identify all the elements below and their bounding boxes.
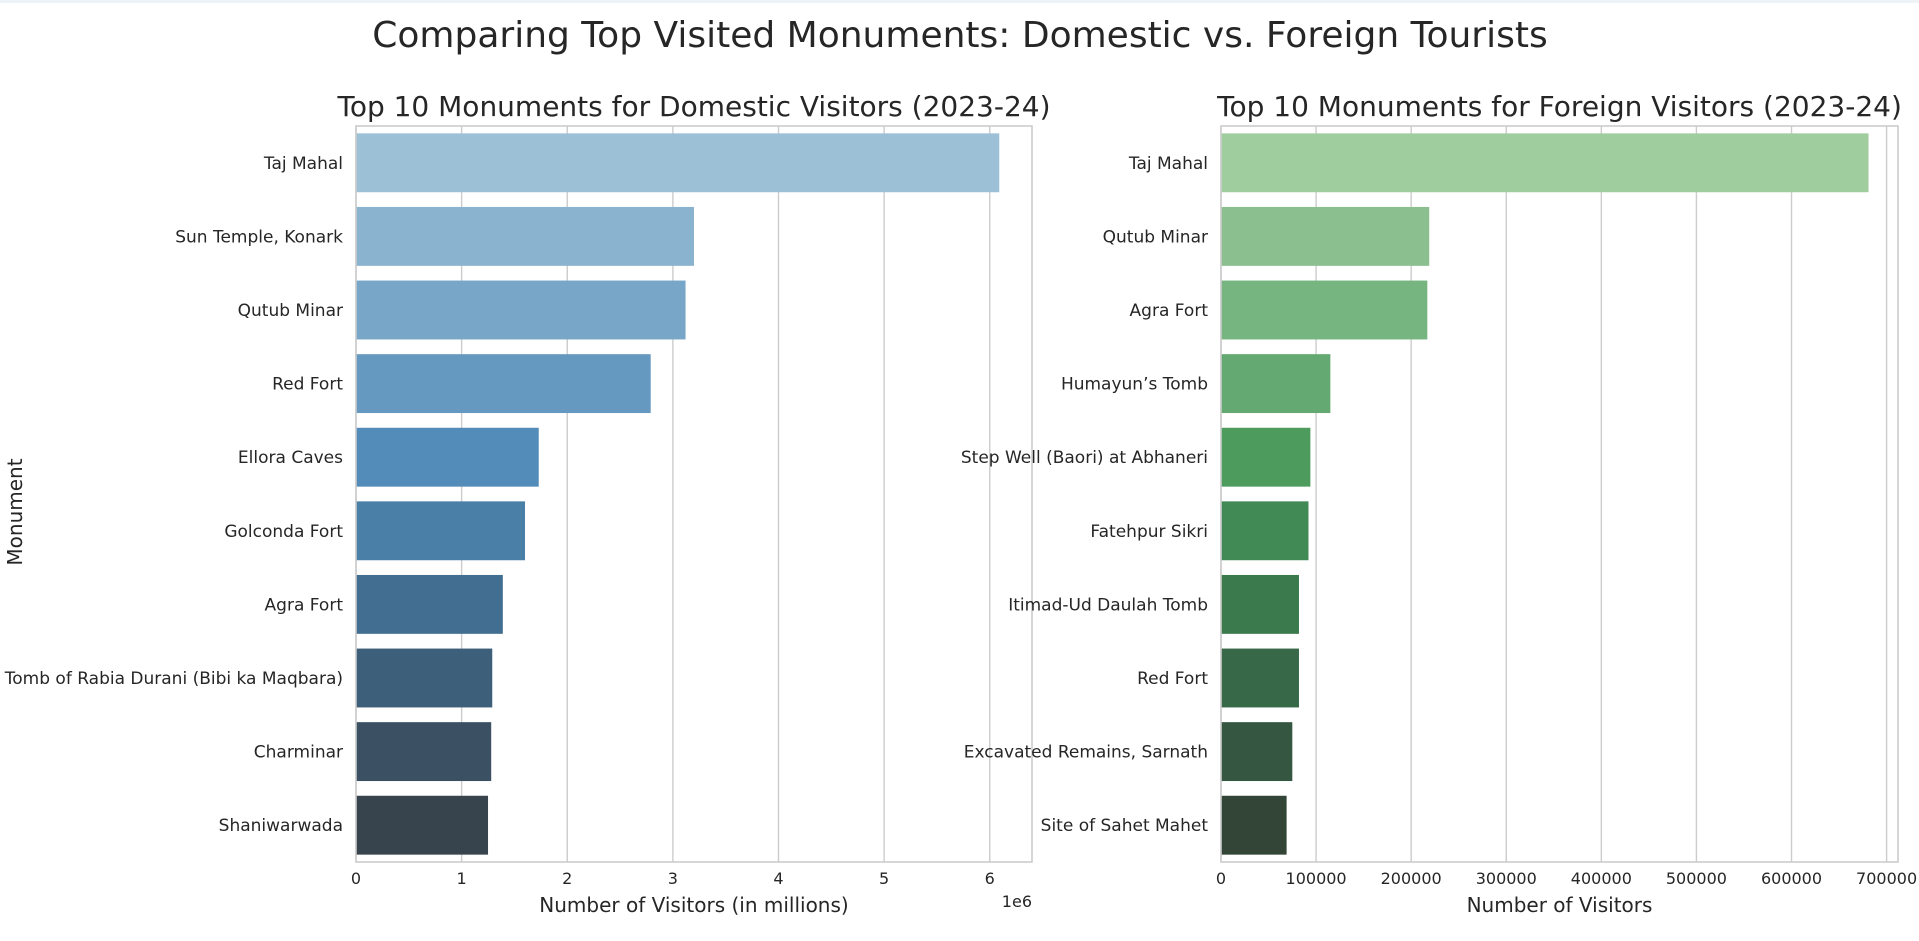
domestic-category-label: Golconda Fort — [224, 522, 343, 542]
foreign-chart-title: Top 10 Monuments for Foreign Visitors (2… — [1216, 90, 1902, 123]
domestic-category-label: Taj Mahal — [263, 154, 343, 174]
foreign-bar — [1221, 722, 1293, 782]
domestic-x-tick-label: 5 — [879, 869, 889, 888]
domestic-axes-frame — [355, 125, 1033, 863]
foreign-category-label: Fatehpur Sikri — [1090, 522, 1208, 542]
domestic-x-tick-label: 3 — [668, 869, 678, 888]
foreign-axes-frame — [1220, 125, 1899, 863]
shared-y-axis-label: Monument — [3, 458, 27, 565]
foreign-bar — [1221, 133, 1869, 193]
domestic-x-tick-label: 6 — [985, 869, 995, 888]
domestic-chart-panel: Top 10 Monuments for Domestic Visitors (… — [4, 90, 1051, 917]
foreign-x-tick-label: 600000 — [1761, 869, 1822, 888]
domestic-category-label: Shaniwarwada — [219, 816, 343, 836]
domestic-bar — [356, 501, 525, 561]
figure-title: Comparing Top Visited Monuments: Domesti… — [372, 15, 1547, 56]
domestic-axis-offset-label: 1e6 — [1002, 892, 1032, 911]
domestic-x-tick-label: 4 — [773, 869, 783, 888]
foreign-category-label: Excavated Remains, Sarnath — [964, 743, 1208, 763]
foreign-bar — [1221, 354, 1331, 414]
domestic-bar — [356, 280, 686, 340]
foreign-chart-panel: Top 10 Monuments for Foreign Visitors (2… — [961, 90, 1917, 917]
domestic-category-label: Tomb of Rabia Durani (Bibi ka Maqbara) — [4, 669, 343, 689]
domestic-category-label: Agra Fort — [265, 595, 344, 615]
domestic-category-label: Charminar — [254, 743, 343, 763]
domestic-bar — [356, 133, 1000, 193]
foreign-category-label: Red Fort — [1137, 669, 1208, 689]
foreign-category-label: Qutub Minar — [1103, 227, 1208, 247]
foreign-bar — [1221, 427, 1311, 487]
domestic-bar — [356, 795, 489, 855]
domestic-x-tick-label: 1 — [457, 869, 467, 888]
domestic-bar — [356, 354, 651, 414]
domestic-bar — [356, 722, 492, 782]
foreign-x-axis-label: Number of Visitors — [1467, 893, 1653, 917]
foreign-category-label: Step Well (Baori) at Abhaneri — [961, 448, 1208, 468]
domestic-bar — [356, 574, 503, 634]
domestic-category-label: Ellora Caves — [238, 448, 343, 468]
domestic-bar — [356, 648, 493, 708]
domestic-bar — [356, 427, 539, 487]
domestic-x-axis-label: Number of Visitors (in millions) — [539, 893, 848, 917]
domestic-bar — [356, 206, 694, 266]
foreign-bar — [1221, 574, 1299, 634]
domestic-chart-title: Top 10 Monuments for Domestic Visitors (… — [336, 90, 1050, 123]
foreign-category-label: Itimad-Ud Daulah Tomb — [1008, 595, 1208, 615]
foreign-x-tick-label: 300000 — [1476, 869, 1537, 888]
foreign-category-label: Agra Fort — [1130, 301, 1209, 321]
foreign-x-tick-label: 400000 — [1571, 869, 1632, 888]
foreign-bar — [1221, 280, 1428, 340]
foreign-x-tick-label: 200000 — [1381, 869, 1442, 888]
domestic-x-tick-label: 2 — [562, 869, 572, 888]
foreign-category-label: Site of Sahet Mahet — [1041, 816, 1209, 836]
foreign-bar — [1221, 206, 1430, 266]
domestic-x-tick-label: 0 — [351, 869, 361, 888]
foreign-category-label: Taj Mahal — [1128, 154, 1208, 174]
foreign-bar — [1221, 795, 1287, 855]
foreign-category-label: Humayun’s Tomb — [1061, 375, 1208, 395]
domestic-category-label: Qutub Minar — [238, 301, 343, 321]
domestic-category-label: Sun Temple, Konark — [175, 227, 343, 247]
top-border — [0, 0, 1919, 3]
foreign-bar — [1221, 501, 1309, 561]
foreign-x-tick-label: 500000 — [1666, 869, 1727, 888]
foreign-x-tick-label: 100000 — [1286, 869, 1347, 888]
domestic-category-label: Red Fort — [272, 375, 343, 395]
foreign-x-tick-label: 700000 — [1856, 869, 1917, 888]
foreign-x-tick-label: 0 — [1216, 869, 1226, 888]
foreign-bar — [1221, 648, 1299, 708]
